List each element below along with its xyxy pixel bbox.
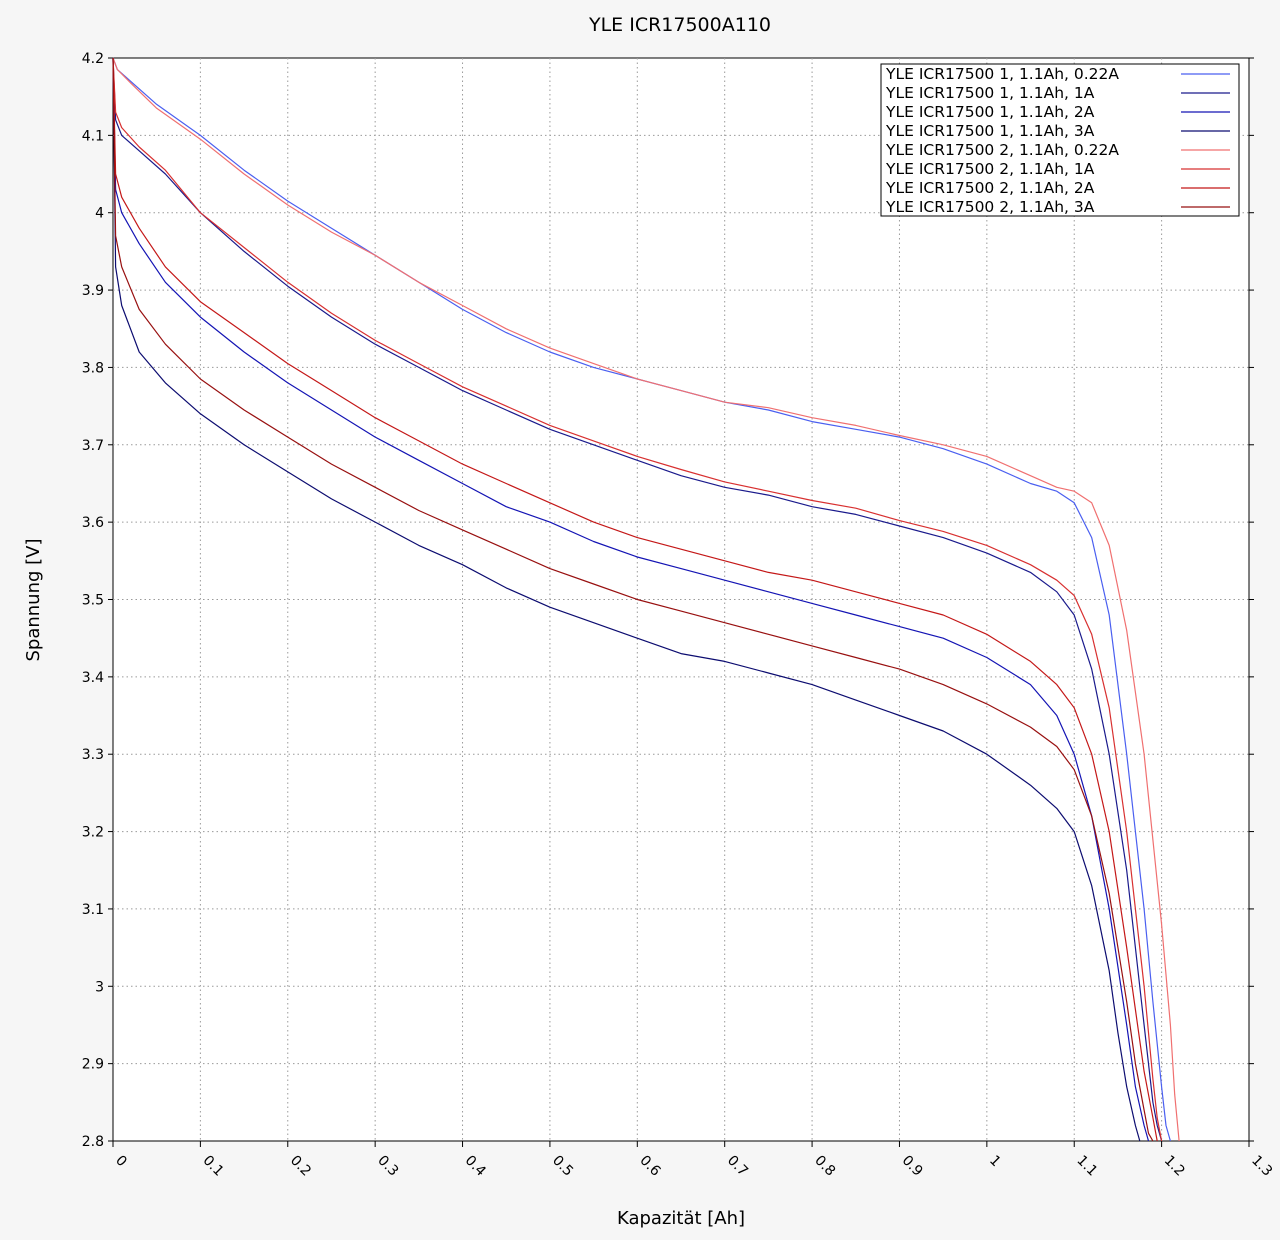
y-tick-label: 3.5: [82, 593, 104, 609]
y-tick-label: 4: [95, 206, 104, 222]
legend-label-3: YLE ICR17500 1, 1.1Ah, 2A: [885, 103, 1095, 121]
x-tick-label: 1.2: [1161, 1153, 1188, 1180]
x-tick-label: 1: [986, 1153, 1004, 1171]
y-tick-label: 3.3: [82, 747, 104, 763]
x-tick-label: 0.5: [549, 1153, 576, 1180]
x-tick-label: 0.9: [899, 1153, 926, 1180]
series-line-8: [112, 57, 1154, 1142]
legend-label-8: YLE ICR17500 2, 1.1Ah, 3A: [885, 198, 1095, 216]
series-line-3: [112, 57, 1150, 1142]
legend-label-4: YLE ICR17500 1, 1.1Ah, 3A: [885, 122, 1095, 140]
legend-box: [880, 63, 1240, 217]
y-tick-label: 3.7: [82, 438, 104, 454]
y-axis-ticks: 4.2 4.1 4 3.9 3.8 3.7 3.6 3.5 3.4 3.3 3.2 3.1 3 2.9 2.…: [82, 51, 1254, 1150]
grid: [113, 58, 1249, 1141]
y-tick-label: 2.8: [82, 1134, 104, 1150]
legend-label-2: YLE ICR17500 1, 1.1Ah, 1A: [885, 84, 1095, 102]
series-line-6: [112, 57, 1163, 1142]
chart-title: YLE ICR17500A110: [588, 14, 771, 36]
legend-label-5: YLE ICR17500 2, 1.1Ah, 0.22A: [885, 141, 1119, 159]
y-tick-label: 4.2: [82, 51, 104, 67]
x-axis-title: Kapazität [Ah]: [617, 1208, 745, 1229]
y-tick-label: 3.9: [82, 283, 104, 299]
y-axis-title: Spannung [V]: [23, 538, 44, 661]
legend-label-7: YLE ICR17500 2, 1.1Ah, 2A: [885, 179, 1095, 197]
x-axis-ticks: 0 0.1 0.2 0.3 0.4 0.5 0.6 0.7 0.8 0.9 1 1.1 1.2 1.3: [112, 1141, 1275, 1180]
x-tick-label: 0.1: [200, 1153, 227, 1180]
series-line-4: [112, 57, 1141, 1142]
y-tick-label: 3.4: [82, 670, 104, 686]
x-tick-label: 1.1: [1073, 1153, 1100, 1180]
legend-label-6: YLE ICR17500 2, 1.1Ah, 1A: [885, 160, 1095, 178]
x-tick-label: 0.6: [636, 1153, 663, 1180]
y-tick-label: 3: [95, 979, 104, 995]
y-tick-label: 2.9: [82, 1057, 104, 1073]
y-tick-label: 4.1: [82, 128, 104, 144]
x-tick-label: 0.7: [724, 1153, 751, 1180]
series-line-2: [112, 57, 1163, 1142]
series-line-7: [112, 57, 1158, 1142]
series-line-5: [112, 57, 1180, 1142]
series-line-1: [112, 57, 1171, 1142]
series-lines: [112, 57, 1180, 1142]
x-tick-label: 0.3: [374, 1153, 401, 1180]
x-tick-label: 0: [112, 1153, 130, 1171]
y-tick-label: 3.6: [82, 515, 104, 531]
x-tick-label: 0.8: [811, 1153, 838, 1180]
x-tick-label: 1.3: [1248, 1153, 1275, 1180]
y-tick-label: 3.2: [82, 825, 104, 841]
x-tick-label: 0.2: [287, 1153, 314, 1180]
y-tick-label: 3.8: [82, 360, 104, 376]
x-tick-label: 0.4: [462, 1153, 489, 1180]
legend-label-1: YLE ICR17500 1, 1.1Ah, 0.22A: [885, 65, 1119, 83]
y-tick-label: 3.1: [82, 902, 104, 918]
